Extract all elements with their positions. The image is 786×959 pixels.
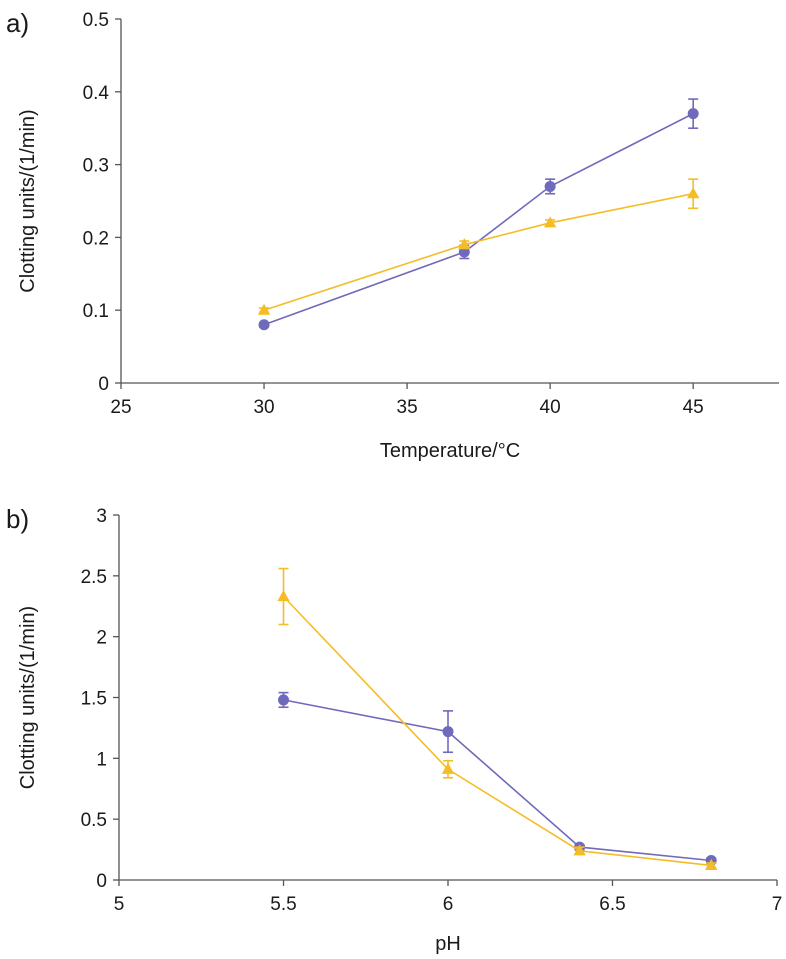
x-tick-label: 25 <box>110 397 131 418</box>
x-tick-label: 35 <box>397 397 418 418</box>
series-line-triangle <box>282 595 712 867</box>
series-triangle <box>257 178 700 315</box>
chart-panel-a: a) 0 0.1 0.2 0.3 0.4 0.5 25 30 35 40 45 Temperature/… <box>6 8 779 462</box>
x-axis-title: pH <box>435 933 461 955</box>
data-point-triangle <box>686 187 700 199</box>
series-triangle <box>277 567 718 870</box>
x-tick-label: 40 <box>540 397 561 418</box>
x-tick-label: 30 <box>253 397 274 418</box>
x-tick-label: 7 <box>772 894 783 915</box>
y-tick-label: 0.5 <box>83 10 109 31</box>
x-axis-title: Temperature/°C <box>380 440 520 462</box>
y-tick-label: 0.5 <box>81 810 107 831</box>
series-line-triangle <box>263 192 694 311</box>
x-tick-label: 45 <box>683 397 704 418</box>
data-point-triangle <box>458 238 471 250</box>
x-tick-label: 6.5 <box>599 894 625 915</box>
series-circle <box>258 98 699 331</box>
y-tick-label: 1.5 <box>81 689 107 710</box>
y-tick-label: 2.5 <box>81 567 107 588</box>
data-point-circle <box>258 319 270 331</box>
y-axis-title: Clotting units/(1/min) <box>17 109 39 292</box>
chart-panel-b: b) 0 0.5 1 1.5 2 2.5 3 5 5.5 6 6.5 7 pH Clotting units… <box>6 504 782 955</box>
y-tick-label: 0.2 <box>83 228 109 249</box>
y-tick-label: 0.1 <box>83 301 109 322</box>
y-axis-title: Clotting units/(1/min) <box>17 606 39 789</box>
data-point-triangle <box>277 590 290 602</box>
y-tick-label: 0 <box>96 871 107 892</box>
x-tick-label: 6 <box>443 894 454 915</box>
data-point-triangle <box>543 216 557 228</box>
data-point-circle <box>544 180 556 192</box>
data-point-triangle <box>573 844 586 856</box>
data-point-triangle <box>257 303 271 315</box>
y-tick-label: 3 <box>96 506 107 527</box>
y-tick-label: 0.3 <box>83 156 109 177</box>
panel-label: a) <box>6 8 29 38</box>
series-line-circle <box>283 699 712 862</box>
y-tick-label: 2 <box>96 628 107 649</box>
data-point-triangle <box>705 858 718 870</box>
data-point-circle <box>442 726 454 738</box>
y-tick-label: 0.4 <box>83 83 110 104</box>
panel-label: b) <box>6 504 29 534</box>
data-point-circle <box>687 108 699 120</box>
series-line-circle <box>263 112 694 326</box>
data-point-circle <box>278 694 289 706</box>
x-tick-label: 5 <box>114 894 125 915</box>
data-point-triangle <box>441 762 455 774</box>
x-tick-label: 5.5 <box>270 894 296 915</box>
series-circle <box>278 691 717 867</box>
y-tick-label: 0 <box>98 374 109 395</box>
y-tick-label: 1 <box>96 749 107 770</box>
